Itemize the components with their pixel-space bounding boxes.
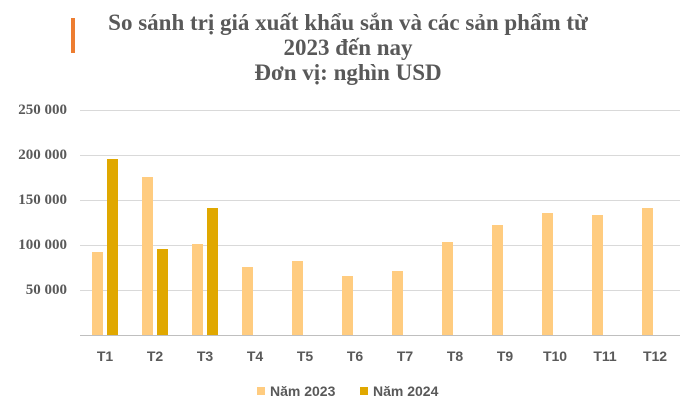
bar-t6-2023 bbox=[342, 276, 353, 335]
x-tick-label: T2 bbox=[146, 348, 164, 364]
chart-legend: Năm 2023 Năm 2024 bbox=[0, 382, 696, 400]
chart-title-line-1: So sánh trị giá xuất khẩu sắn và các sản… bbox=[108, 10, 588, 35]
chart-title-unit: Đơn vị: nghìn USD bbox=[254, 60, 442, 85]
x-tick-label: T1 bbox=[96, 348, 114, 364]
x-axis-line bbox=[80, 335, 680, 336]
legend-swatch-2023 bbox=[257, 387, 265, 395]
y-tick-label: 250 000 bbox=[18, 102, 67, 118]
x-tick-label: T6 bbox=[346, 348, 364, 364]
bar-t8-2023 bbox=[442, 242, 453, 335]
x-tick-label: T3 bbox=[196, 348, 214, 364]
y-tick-label: 100 000 bbox=[18, 237, 67, 253]
x-tick-label: T9 bbox=[496, 348, 514, 364]
chart-title-line-2: 2023 đến nay bbox=[283, 35, 413, 60]
bar-t10-2023 bbox=[542, 213, 553, 335]
legend-label-2024: Năm 2024 bbox=[373, 383, 439, 399]
title-accent-bar bbox=[71, 18, 75, 53]
bar-t11-2023 bbox=[592, 215, 603, 335]
bar-t12-2023 bbox=[642, 208, 653, 335]
x-tick-label: T4 bbox=[246, 348, 264, 364]
y-tick-label: 200 000 bbox=[18, 147, 67, 163]
gridline-100000 bbox=[80, 245, 680, 246]
bar-t1-2023 bbox=[92, 252, 103, 335]
legend-swatch-2024 bbox=[360, 387, 368, 395]
legend-item-2024: Năm 2024 bbox=[360, 382, 438, 400]
bar-t2-2024 bbox=[157, 249, 168, 335]
x-tick-label: T5 bbox=[296, 348, 314, 364]
bar-t5-2023 bbox=[292, 261, 303, 335]
x-tick-label: T12 bbox=[642, 348, 668, 364]
gridline-150000 bbox=[80, 200, 680, 201]
bar-t9-2023 bbox=[492, 225, 503, 335]
bar-t4-2023 bbox=[242, 267, 253, 335]
legend-label-2023: Năm 2023 bbox=[270, 383, 336, 399]
bar-t1-2024 bbox=[107, 159, 118, 335]
x-tick-label: T7 bbox=[396, 348, 414, 364]
bar-t3-2024 bbox=[207, 208, 218, 335]
gridline-250000 bbox=[80, 110, 680, 111]
bar-t3-2023 bbox=[192, 244, 203, 335]
x-tick-label: T11 bbox=[593, 348, 617, 364]
bar-t7-2023 bbox=[392, 271, 403, 335]
y-tick-label: 50 000 bbox=[25, 282, 67, 298]
x-tick-label: T10 bbox=[542, 348, 568, 364]
bar-t2-2023 bbox=[142, 177, 153, 335]
y-tick-label: 150 000 bbox=[18, 192, 67, 208]
gridline-200000 bbox=[80, 155, 680, 156]
gridline-50000 bbox=[80, 290, 680, 291]
legend-item-2023: Năm 2023 bbox=[257, 382, 335, 400]
x-tick-label: T8 bbox=[446, 348, 464, 364]
